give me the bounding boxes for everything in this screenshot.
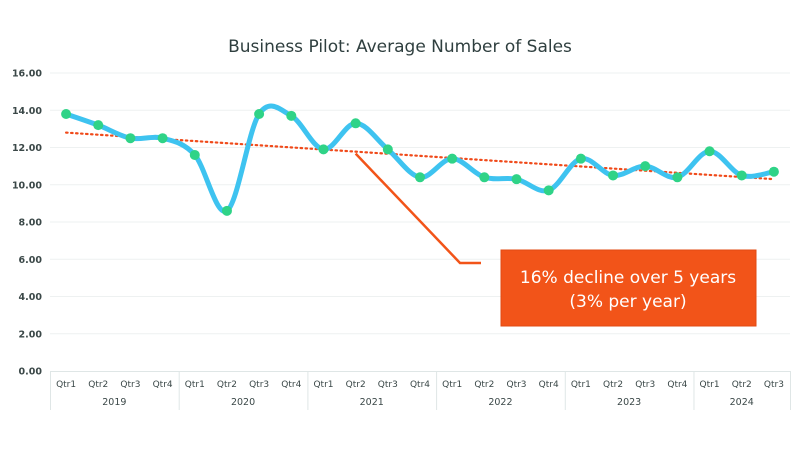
series — [61, 103, 779, 216]
y-tick-label: 4.00 — [19, 292, 43, 303]
data-point — [736, 170, 747, 181]
data-point — [125, 133, 136, 144]
data-point — [608, 170, 619, 181]
y-tick-label: 8.00 — [19, 218, 43, 229]
callout-box — [500, 249, 757, 327]
data-point — [575, 153, 586, 164]
x-tick-label: Qtr2 — [732, 380, 752, 390]
y-tick-label: 16.00 — [12, 69, 42, 80]
x-tick-label: Qtr2 — [474, 380, 494, 390]
chart-title: Business Pilot: Average Number of Sales — [228, 37, 572, 57]
data-point — [447, 153, 458, 164]
data-point — [768, 166, 779, 177]
x-tick-label: Qtr4 — [410, 380, 430, 390]
data-point — [415, 172, 425, 183]
data-point — [511, 174, 522, 185]
data-point — [286, 110, 297, 121]
y-tick-label: 10.00 — [12, 180, 42, 191]
callout-leader-line — [354, 152, 481, 265]
x-tick-label: Qtr1 — [442, 380, 462, 390]
data-point — [318, 144, 329, 155]
x-tick-label: Qtr2 — [346, 380, 366, 390]
x-tick-label: Qtr1 — [313, 380, 333, 390]
x-tick-label: Qtr2 — [88, 380, 108, 390]
series-line — [63, 103, 777, 214]
y-axis: 0.00 2.00 4.00 6.00 8.00 10.00 12.00 14.00 16.00 — [12, 69, 42, 378]
x-group-label: 2024 — [730, 397, 754, 408]
x-tick-label: Qtr1 — [185, 380, 205, 390]
data-point — [543, 185, 554, 196]
x-tick-label: Qtr2 — [603, 380, 623, 390]
data-point — [61, 108, 72, 119]
x-tick-label: Qtr3 — [764, 380, 784, 390]
data-point — [254, 108, 265, 119]
x-tick-label: Qtr4 — [281, 380, 301, 390]
callout-text-line1: 16% decline over 5 years — [520, 268, 736, 288]
gridlines — [50, 72, 790, 335]
data-point — [350, 118, 361, 129]
x-tick-label: Qtr1 — [571, 380, 591, 390]
x-tick-label: Qtr1 — [56, 380, 76, 390]
x-group-label: 2022 — [488, 397, 512, 408]
data-point — [704, 146, 715, 157]
y-tick-label: 2.00 — [19, 329, 43, 340]
x-tick-label: Qtr2 — [217, 380, 237, 390]
x-tick-label: Qtr3 — [506, 380, 526, 390]
x-group-label: 2021 — [360, 397, 384, 408]
data-point — [189, 149, 200, 160]
data-point — [93, 120, 104, 131]
y-tick-label: 12.00 — [12, 143, 42, 154]
y-tick-label: 6.00 — [19, 255, 43, 266]
x-tick-label: Qtr1 — [700, 380, 720, 390]
x-tick-label: Qtr3 — [120, 380, 140, 390]
data-point — [382, 144, 393, 155]
x-tick-label: Qtr3 — [635, 380, 655, 390]
callout-text-line2: (3% per year) — [569, 292, 686, 312]
x-tick-label: Qtr3 — [249, 380, 269, 390]
x-tick-label: Qtr3 — [378, 380, 398, 390]
data-point — [672, 172, 683, 183]
x-axis: Qtr1 Qtr2 Qtr3 Qtr4 Qtr1 Qtr2 Qtr3 Qtr4 Qtr1 Qtr2… — [50, 371, 791, 410]
x-group-label: 2020 — [231, 397, 255, 408]
data-point — [640, 161, 651, 172]
data-point — [157, 133, 168, 144]
data-point — [221, 205, 232, 216]
x-group-label: 2023 — [617, 397, 641, 408]
annotation: 16% decline over 5 years (3% per year) — [354, 152, 757, 327]
x-tick-label: Qtr4 — [539, 380, 559, 390]
y-tick-label: 14.00 — [12, 106, 42, 117]
data-point — [479, 172, 490, 183]
y-tick-label: 0.00 — [19, 367, 43, 378]
x-group-label: 2019 — [102, 397, 126, 408]
x-tick-label: Qtr4 — [667, 380, 687, 390]
x-tick-label: Qtr4 — [153, 380, 173, 390]
